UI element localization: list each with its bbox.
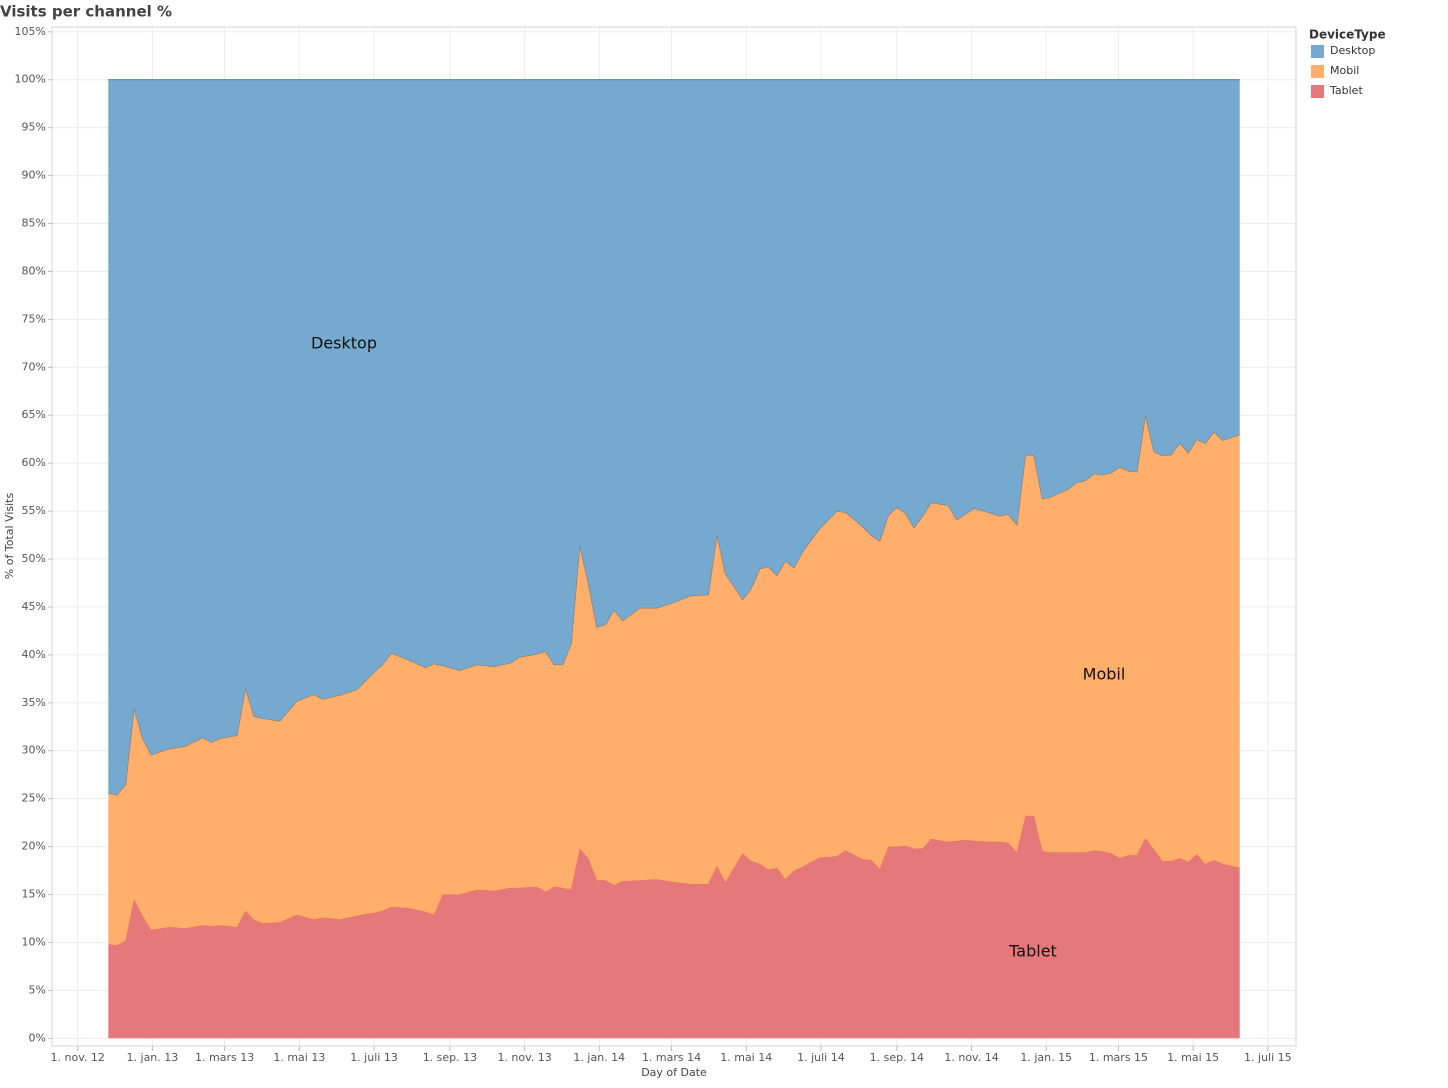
x-tick-label: 1. jan. 14 — [573, 1051, 625, 1064]
y-tick-label: 10% — [22, 935, 46, 948]
y-tick-label: 45% — [22, 600, 46, 613]
x-tick-label: 1. mai 15 — [1167, 1051, 1219, 1064]
annotation: Desktop — [311, 334, 377, 353]
y-tick-label: 105% — [15, 25, 46, 38]
y-tick-label: 65% — [22, 408, 46, 421]
x-tick-label: 1. nov. 12 — [51, 1051, 105, 1064]
y-tick-label: 75% — [22, 312, 46, 325]
x-tick-label: 1. mars 15 — [1089, 1051, 1148, 1064]
x-tick-label: 1. nov. 13 — [497, 1051, 551, 1064]
y-tick-label: 50% — [22, 552, 46, 565]
x-tick-label: 1. jan. 13 — [127, 1051, 179, 1064]
y-tick-label: 85% — [22, 217, 46, 230]
x-axis-title: Day of Date — [641, 1066, 707, 1079]
y-axis-title: % of Total Visits — [3, 493, 16, 580]
legend-label: Mobil — [1330, 64, 1359, 77]
plot-frame — [51, 26, 1297, 1047]
legend-swatch — [1311, 65, 1324, 78]
y-tick-label: 20% — [22, 840, 46, 853]
annotation: Tablet — [1008, 942, 1057, 961]
chart-title: Visits per channel % — [0, 3, 172, 21]
y-tick-label: 15% — [22, 888, 46, 901]
area — [108, 414, 1240, 946]
x-tick-label: 1. jan. 15 — [1020, 1051, 1072, 1064]
y-tick-label: 60% — [22, 456, 46, 469]
area — [108, 815, 1240, 1039]
annotation: Mobil — [1083, 665, 1126, 684]
x-tick-label: 1. mai 13 — [273, 1051, 325, 1064]
legend-label: Tablet — [1329, 84, 1363, 97]
y-tick-label: 100% — [15, 73, 46, 86]
legend-title: DeviceType — [1309, 28, 1386, 42]
x-tick-label: 1. sep. 14 — [870, 1051, 924, 1064]
x-tick-label: 1. juli 13 — [350, 1051, 398, 1064]
y-tick-label: 0% — [29, 1031, 46, 1044]
y-tick-label: 40% — [22, 648, 46, 661]
area — [108, 79, 1240, 795]
axes: 0% 5% 10% 15% 20% 25% 30% 35% 40% 45% 50% 55% 60% 65%… — [15, 25, 1297, 1064]
legend-swatch — [1311, 45, 1324, 58]
y-tick-label: 55% — [22, 504, 46, 517]
legend-label: Desktop — [1330, 44, 1375, 57]
y-tick-label: 35% — [22, 696, 46, 709]
y-tick-label: 80% — [22, 264, 46, 277]
y-tick-label: 90% — [22, 169, 46, 182]
x-tick-label: 1. mars 13 — [195, 1051, 254, 1064]
y-tick-label: 25% — [22, 792, 46, 805]
y-tick-label: 95% — [22, 121, 46, 134]
x-tick-label: 1. juli 15 — [1244, 1051, 1292, 1064]
x-tick-label: 1. sep. 13 — [423, 1051, 477, 1064]
y-tick-label: 5% — [29, 983, 46, 996]
areas — [108, 79, 1240, 1039]
y-tick-label: 30% — [22, 744, 46, 757]
x-tick-label: 1. nov. 14 — [944, 1051, 998, 1064]
x-tick-label: 1. juli 14 — [797, 1051, 845, 1064]
legend-swatch — [1311, 85, 1324, 98]
y-tick-label: 70% — [22, 360, 46, 373]
x-tick-label: 1. mars 14 — [642, 1051, 701, 1064]
x-tick-label: 1. mai 14 — [720, 1051, 772, 1064]
